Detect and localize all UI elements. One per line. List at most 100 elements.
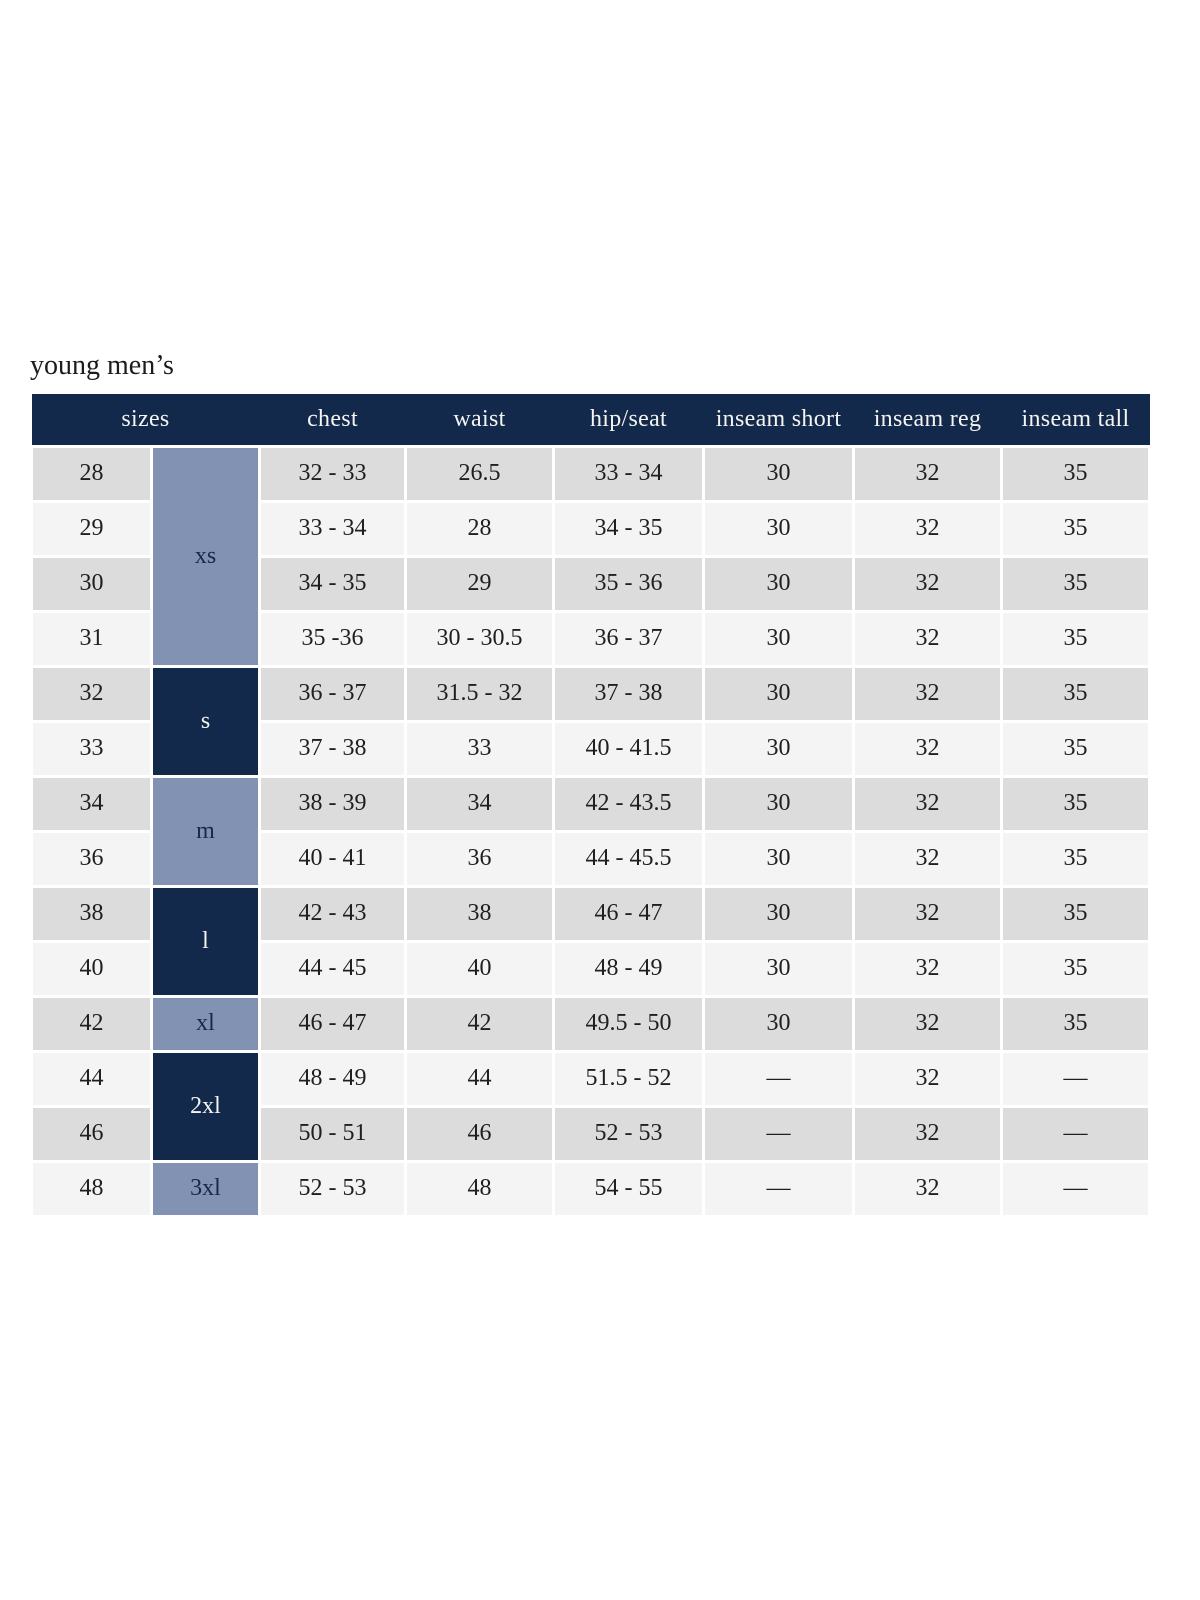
hip-seat-cell: 51.5 - 52 — [552, 1049, 705, 1108]
size-cell: 42 — [30, 994, 153, 1053]
size-cell: 44 — [30, 1049, 153, 1108]
table-row: 40 44 - 45 40 48 - 49 30 32 35 — [30, 939, 1151, 998]
inseam-short-cell: — — [702, 1049, 855, 1108]
waist-cell: 28 — [404, 499, 555, 558]
size-group-cell: m — [150, 774, 261, 888]
column-header-hip-seat: hip/seat — [553, 394, 704, 446]
size-group-cell: xl — [150, 994, 261, 1053]
hip-seat-cell: 49.5 - 50 — [552, 994, 705, 1053]
size-cell: 38 — [30, 884, 153, 943]
table-row: 44 2xl 48 - 49 44 51.5 - 52—32— — [30, 1049, 1151, 1163]
table-row: 46 50 - 51 46 52 - 53—32— — [30, 1104, 1151, 1163]
table-row: 34 m 38 - 39 34 42 - 43.5 30 32 35 — [30, 774, 1151, 888]
size-cell: 28 — [30, 444, 153, 503]
inseam-reg-cell: 32 — [852, 444, 1003, 503]
inseam-reg-cell: 32 — [852, 719, 1003, 778]
inseam-short-cell: 30 — [702, 939, 855, 998]
chest-cell: 46 - 47 — [258, 994, 407, 1053]
hip-seat-cell: 52 - 53 — [552, 1104, 705, 1163]
waist-cell: 33 — [404, 719, 555, 778]
inseam-tall-cell: 35 — [1000, 609, 1151, 668]
chest-cell: 42 - 43 — [258, 884, 407, 943]
inseam-short-cell: 30 — [702, 994, 855, 1053]
inseam-short-cell: 30 — [702, 664, 855, 723]
waist-cell: 42 — [404, 994, 555, 1053]
hip-seat-cell: 33 - 34 — [552, 444, 705, 503]
waist-cell: 38 — [404, 884, 555, 943]
column-header-inseam-reg: inseam reg — [853, 394, 1002, 446]
inseam-tall-cell: — — [1000, 1159, 1151, 1218]
inseam-reg-cell: 32 — [852, 1104, 1003, 1163]
inseam-short-cell: 30 — [702, 609, 855, 668]
size-cell: 30 — [30, 554, 153, 613]
chest-cell: 44 - 45 — [258, 939, 407, 998]
hip-seat-cell: 37 - 38 — [552, 664, 705, 723]
size-cell: 40 — [30, 939, 153, 998]
inseam-reg-cell: 32 — [852, 609, 1003, 668]
table-row: 36 40 - 41 36 44 - 45.5 30 32 35 — [30, 829, 1151, 888]
inseam-short-cell: 30 — [702, 774, 855, 833]
size-cell: 29 — [30, 499, 153, 558]
inseam-reg-cell: 32 — [852, 1159, 1003, 1218]
hip-seat-cell: 34 - 35 — [552, 499, 705, 558]
inseam-reg-cell: 32 — [852, 1049, 1003, 1108]
table-row: 48 3xl 52 - 53 48 54 - 55—32— — [30, 1159, 1151, 1218]
inseam-reg-cell: 32 — [852, 884, 1003, 943]
inseam-tall-cell: 35 — [1000, 554, 1151, 613]
hip-seat-cell: 35 - 36 — [552, 554, 705, 613]
waist-cell: 30 - 30.5 — [404, 609, 555, 668]
inseam-short-cell: — — [702, 1159, 855, 1218]
inseam-tall-cell: 35 — [1000, 719, 1151, 778]
table-row: 33 37 - 38 33 40 - 41.5 30 32 35 — [30, 719, 1151, 778]
size-group-cell: 2xl — [150, 1049, 261, 1163]
chest-cell: 35 -36 — [258, 609, 407, 668]
chest-cell: 50 - 51 — [258, 1104, 407, 1163]
inseam-reg-cell: 32 — [852, 554, 1003, 613]
table-row: 32 s 36 - 37 31.5 - 32 37 - 38 30 32 35 — [30, 664, 1151, 778]
waist-cell: 46 — [404, 1104, 555, 1163]
inseam-short-cell: 30 — [702, 719, 855, 778]
hip-seat-cell: 44 - 45.5 — [552, 829, 705, 888]
chest-cell: 48 - 49 — [258, 1049, 407, 1108]
waist-cell: 26.5 — [404, 444, 555, 503]
inseam-reg-cell: 32 — [852, 939, 1003, 998]
waist-cell: 29 — [404, 554, 555, 613]
header-row: sizes chest waist hip/seat inseam short … — [31, 394, 1150, 446]
column-header-inseam-tall: inseam tall — [1001, 394, 1150, 446]
hip-seat-cell: 36 - 37 — [552, 609, 705, 668]
inseam-tall-cell: 35 — [1000, 499, 1151, 558]
hip-seat-cell: 54 - 55 — [552, 1159, 705, 1218]
chest-cell: 38 - 39 — [258, 774, 407, 833]
column-header-chest: chest — [259, 394, 406, 446]
chest-cell: 32 - 33 — [258, 444, 407, 503]
chest-cell: 36 - 37 — [258, 664, 407, 723]
size-group-cell: xs — [150, 444, 261, 668]
inseam-tall-cell: 35 — [1000, 444, 1151, 503]
hip-seat-cell: 40 - 41.5 — [552, 719, 705, 778]
inseam-tall-cell: 35 — [1000, 829, 1151, 888]
chest-cell: 52 - 53 — [258, 1159, 407, 1218]
table-row: 38 l 42 - 43 38 46 - 47 30 32 35 — [30, 884, 1151, 998]
hip-seat-cell: 42 - 43.5 — [552, 774, 705, 833]
page: young men’s sizes chest waist hip/seat i… — [30, 350, 1151, 1218]
size-group-cell: l — [150, 884, 261, 998]
inseam-reg-cell: 32 — [852, 774, 1003, 833]
table-row: 30 34 - 35 29 35 - 36 30 32 35 — [30, 554, 1151, 613]
size-cell: 36 — [30, 829, 153, 888]
inseam-reg-cell: 32 — [852, 664, 1003, 723]
size-cell: 34 — [30, 774, 153, 833]
waist-cell: 44 — [404, 1049, 555, 1108]
size-group-cell: 3xl — [150, 1159, 261, 1218]
inseam-tall-cell: 35 — [1000, 774, 1151, 833]
waist-cell: 40 — [404, 939, 555, 998]
column-header-inseam-short: inseam short — [703, 394, 854, 446]
inseam-short-cell: 30 — [702, 884, 855, 943]
inseam-tall-cell: 35 — [1000, 884, 1151, 943]
table-body: 28 xs 32 - 33 26.5 33 - 34 30 32 35 29 33 - 34 28 3… — [30, 444, 1151, 1218]
inseam-reg-cell: 32 — [852, 994, 1003, 1053]
size-cell: 33 — [30, 719, 153, 778]
column-header-sizes: sizes — [31, 394, 260, 446]
hip-seat-cell: 48 - 49 — [552, 939, 705, 998]
waist-cell: 48 — [404, 1159, 555, 1218]
hip-seat-cell: 46 - 47 — [552, 884, 705, 943]
